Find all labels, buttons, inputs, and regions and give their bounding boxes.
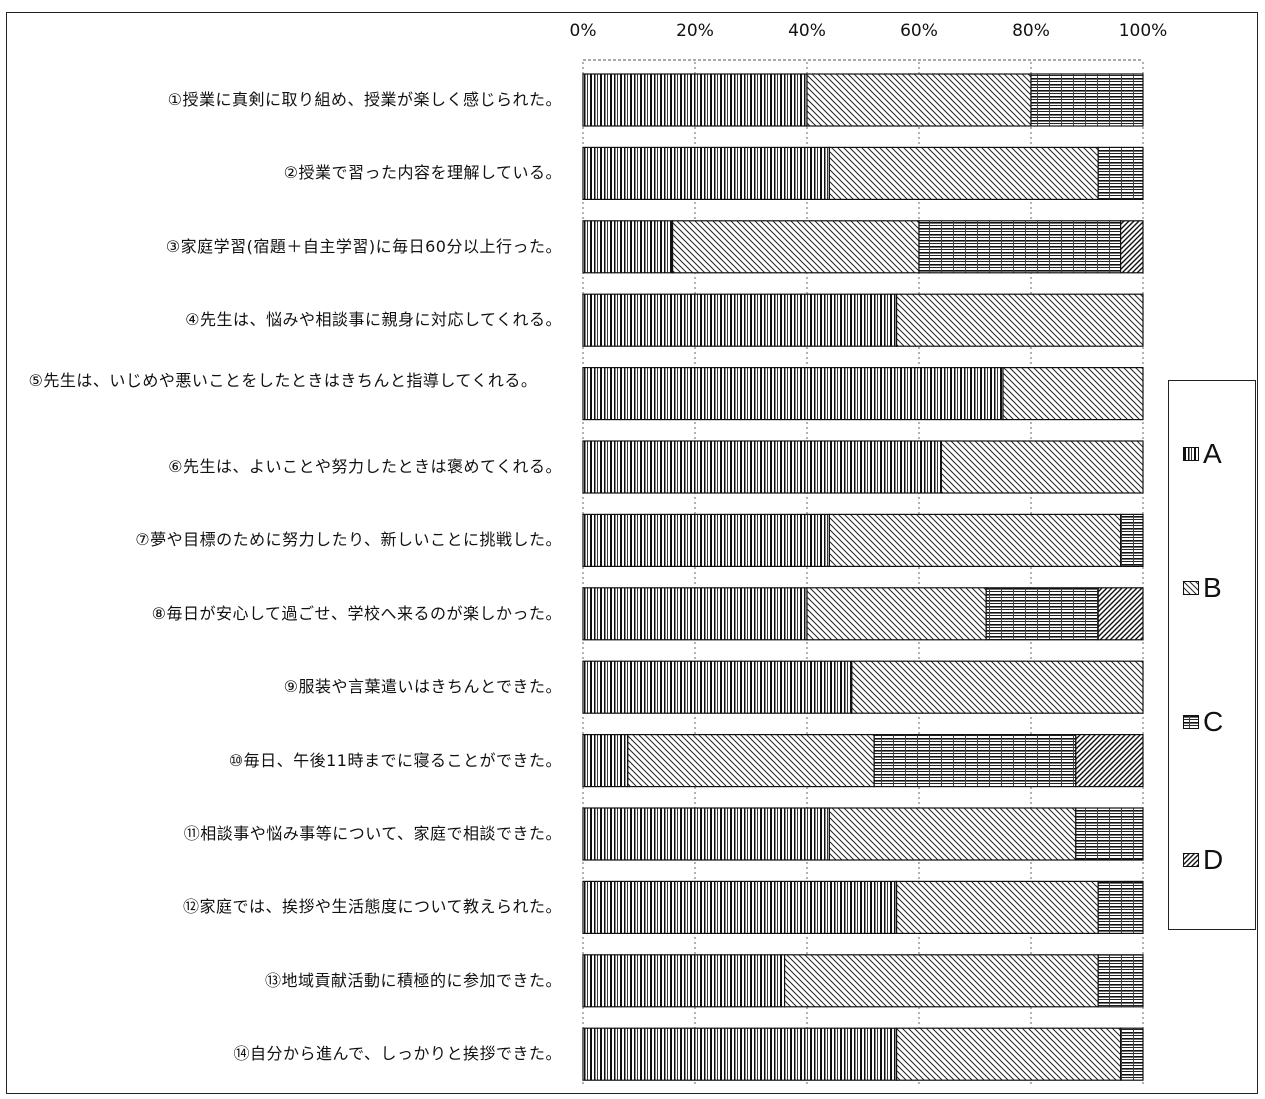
bar-segment-c — [1075, 807, 1144, 861]
bar-segment-c — [1030, 73, 1144, 127]
x-tick-label: 20% — [676, 21, 714, 41]
legend-label-c: C — [1203, 706, 1224, 737]
bar-segment-c — [873, 733, 1077, 788]
chart-frame — [6, 12, 1258, 1094]
bar-segment-a — [582, 513, 830, 568]
x-tick-label: 100% — [1119, 21, 1168, 41]
legend-item-d: D — [1183, 845, 1223, 875]
category-label: ①授業に真剣に取り組め、授業が楽しく感じられた。 — [167, 90, 562, 109]
legend-swatch-b — [1183, 581, 1199, 595]
x-tick-label: 40% — [788, 21, 826, 41]
legend-item-c: C — [1183, 707, 1223, 737]
bar-segment-d — [1097, 587, 1144, 641]
bar-segment-b — [806, 587, 987, 641]
bar-segment-d — [1119, 220, 1144, 274]
bar-segment-c — [1097, 880, 1144, 935]
category-label: ⑦夢や目標のために努力したり、新しいことに挑戦した。 — [135, 530, 562, 550]
category-label: ⑧毎日が安心して過ごせ、学校へ来るのが楽しかった。 — [151, 603, 562, 623]
bar-segment-c — [1119, 1027, 1144, 1081]
bar-segment-b — [895, 293, 1144, 347]
bar-segment-b — [806, 73, 1032, 127]
bar-segment-b — [895, 1027, 1122, 1081]
bar-segment-b — [1002, 367, 1144, 421]
category-label: ④先生は、悩みや相談事に親身に対応してくれる。 — [185, 310, 562, 330]
category-label: ⑭自分から進んで、しっかりと挨拶できた。 — [233, 1044, 562, 1064]
bar-segment-b — [895, 880, 1099, 935]
bar-segment-a — [582, 293, 898, 347]
bar-segment-a — [582, 807, 830, 861]
bar-segment-b — [828, 513, 1122, 568]
bar-segment-a — [582, 73, 808, 127]
category-label: ②授業で習った内容を理解している。 — [283, 163, 562, 183]
bar-segment-c — [918, 220, 1122, 274]
legend-label-d: D — [1203, 844, 1224, 875]
bar-segment-a — [582, 733, 629, 788]
category-label: ⑫家庭では、挨拶や生活態度について教えられた。 — [182, 897, 562, 917]
bar-segment-b — [783, 954, 1099, 1008]
legend-swatch-a — [1183, 447, 1199, 461]
bar-segment-b — [627, 733, 875, 788]
bar-segment-c — [1097, 954, 1144, 1008]
bar-segment-a — [582, 1027, 898, 1081]
category-label: ⑩毎日、午後11時までに寝ることができた。 — [228, 750, 562, 770]
bar-segment-a — [582, 880, 898, 935]
legend-swatch-c — [1183, 715, 1199, 729]
x-axis-ticks: 0% 20% 40% 60% 80% 100% — [570, 21, 1168, 41]
x-tick-label: 60% — [900, 21, 938, 41]
category-label: ⑪相談事や悩み事等について、家庭で相談できた。 — [183, 824, 562, 843]
legend: A B C D — [1168, 380, 1256, 930]
legend-item-b: B — [1183, 573, 1222, 603]
x-tick-label: 0% — [570, 21, 597, 41]
x-tick-label: 80% — [1012, 21, 1050, 41]
bar-segment-a — [582, 954, 786, 1008]
category-label: ⑬地域貢献活動に積極的に参加できた。 — [264, 970, 562, 990]
bar-segment-b — [828, 146, 1099, 200]
bar-segment-a — [582, 587, 808, 641]
bar-segment-c — [985, 587, 1099, 641]
legend-label-a: A — [1203, 438, 1222, 469]
bar-segment-b — [671, 220, 920, 274]
legend-swatch-d — [1183, 853, 1199, 867]
bar-segment-d — [1075, 733, 1144, 788]
bar-segment-b — [940, 440, 1144, 494]
legend-item-a: A — [1183, 439, 1222, 469]
bar-segment-b — [851, 660, 1144, 714]
legend-label-b: B — [1203, 572, 1222, 603]
bar-segment-c — [1097, 146, 1144, 200]
bars — [582, 73, 1144, 1081]
bar-segment-a — [582, 220, 674, 274]
category-label: ⑥先生は、よいことや努力したときは褒めてくれる。 — [168, 457, 562, 476]
bar-segment-a — [582, 660, 853, 714]
category-label: ③家庭学習(宿題＋自主学習)に毎日60分以上行った。 — [165, 236, 562, 256]
bar-segment-c — [1119, 513, 1144, 568]
bar-segment-a — [582, 367, 1004, 421]
bar-segment-a — [582, 440, 942, 494]
category-label: ⑤先生は、いじめや悪いことをしたときはきちんと指導してくれる。 — [28, 370, 538, 390]
category-label: ⑨服装や言葉遣いはきちんとできた。 — [283, 677, 562, 697]
bar-segment-b — [828, 807, 1077, 861]
bar-segment-a — [582, 146, 830, 200]
